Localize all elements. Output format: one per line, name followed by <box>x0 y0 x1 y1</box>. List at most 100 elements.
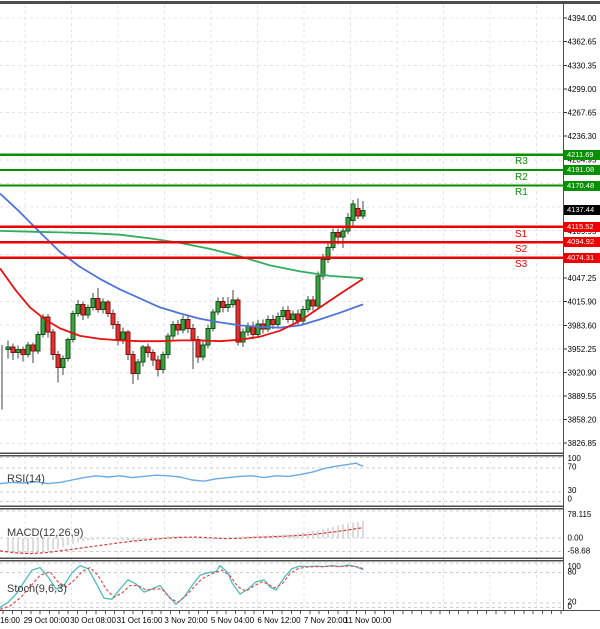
candle <box>165 335 171 356</box>
candle <box>305 299 311 311</box>
candle <box>325 246 331 260</box>
candle <box>5 346 11 350</box>
candle <box>65 339 71 359</box>
candle <box>285 309 291 320</box>
candle <box>35 333 41 352</box>
candle <box>340 230 346 238</box>
axis-labels: 4204.954109.954394.004362.654330.354299.… <box>0 14 597 625</box>
price-tick-label: 4267.65 <box>568 109 597 118</box>
price-tick-label: 4299.00 <box>568 85 597 94</box>
candle <box>105 301 111 314</box>
time-tick-label: 3 Nov 20:00 <box>164 616 208 625</box>
price-tick-label: 4394.00 <box>568 14 597 23</box>
candle <box>270 318 276 326</box>
candle <box>195 339 201 358</box>
ma-red-line <box>0 267 364 343</box>
candle <box>140 346 146 363</box>
candle <box>345 216 351 232</box>
candle <box>245 325 251 333</box>
price-tick-label: 3889.55 <box>568 392 597 401</box>
candle <box>60 357 66 368</box>
candles-layer <box>1 198 366 410</box>
candle <box>30 344 36 352</box>
candle <box>100 301 106 311</box>
stoch-scale-label: 20 <box>568 598 577 607</box>
price-tag-s1: 4115.52 <box>564 222 600 232</box>
rsi-scale-label: 30 <box>568 486 577 495</box>
candle <box>20 348 26 356</box>
time-tick-label: 6 Nov 12:00 <box>257 616 301 625</box>
candle <box>350 203 356 221</box>
rsi-label: RSI(14) <box>7 473 45 485</box>
time-tick-label: 16:00 <box>0 616 21 625</box>
candle <box>150 351 156 361</box>
macd-scale-label: 78.115 <box>568 510 592 519</box>
candle <box>135 361 141 374</box>
candle <box>205 327 211 346</box>
candle <box>10 346 16 353</box>
candle <box>360 209 366 217</box>
panel-borders <box>0 1 600 612</box>
rsi-scale-label: 100 <box>568 454 582 463</box>
candle <box>240 331 246 343</box>
candle <box>220 300 226 308</box>
candle <box>70 312 76 341</box>
level-label-r3: R3 <box>515 156 528 167</box>
level-label-s2: S2 <box>515 244 528 255</box>
candle <box>255 323 261 335</box>
price-tick-label: 3920.90 <box>568 369 597 378</box>
candle <box>235 299 241 343</box>
chart-top-border <box>0 1 600 4</box>
candle <box>15 348 21 353</box>
candle <box>95 297 101 311</box>
level-label-r1: R1 <box>515 187 528 198</box>
time-tick-label: 29 Oct 00:00 <box>24 616 70 625</box>
candle <box>225 303 231 308</box>
level-label-s1: S1 <box>515 228 528 240</box>
level-lines <box>0 153 564 259</box>
candle <box>170 324 176 337</box>
price-tick-label: 4330.35 <box>568 62 597 71</box>
time-tick-label: 30 Oct 08:00 <box>70 616 116 625</box>
time-tick-label: 7 Nov 20:00 <box>304 616 348 625</box>
price-tick-label: 4047.25 <box>568 274 597 283</box>
candle <box>155 359 161 371</box>
candle <box>90 297 96 308</box>
price-tick-label: 3858.20 <box>568 416 597 425</box>
candle <box>215 300 221 313</box>
rsi-scale-label: 0 <box>568 495 573 504</box>
macd-label: MACD(12,26,9) <box>7 527 84 539</box>
candle <box>25 344 31 356</box>
price-tag-s2: 4094.92 <box>564 237 600 247</box>
candle <box>355 207 361 217</box>
candle <box>130 354 136 374</box>
candle <box>80 303 86 316</box>
price-tick-label: 4362.65 <box>568 38 597 47</box>
macd-scale-label: 0.00 <box>568 534 584 543</box>
candle <box>145 346 151 353</box>
stoch-scale-label: 80 <box>568 568 577 577</box>
candle <box>55 354 61 368</box>
price-tag-s3: 4074.31 <box>564 253 600 263</box>
candle <box>125 331 131 356</box>
candle <box>45 316 51 333</box>
candle <box>75 303 81 314</box>
price-tick-label: 3826.85 <box>568 439 597 448</box>
candle <box>175 324 181 331</box>
price-tick-label: 4015.90 <box>568 297 597 306</box>
candle <box>335 231 341 238</box>
price-tick-label-partial: 4204.95 <box>568 156 597 165</box>
price-tick-label: 3983.60 <box>568 322 597 331</box>
candle <box>265 318 271 330</box>
macd-scale-label: -58.68 <box>568 547 591 556</box>
stoch-label: Stoch(9,6,3) <box>7 583 67 595</box>
price-tag-r1: 4170.48 <box>564 181 600 191</box>
time-tick-label: 11 Nov 00:00 <box>345 616 393 625</box>
candle <box>310 299 316 307</box>
stoch-k-line <box>0 564 364 608</box>
price-tag-r2: 4191.08 <box>564 165 600 175</box>
candle <box>50 331 56 356</box>
price-tick-label: 4236.30 <box>568 132 597 141</box>
